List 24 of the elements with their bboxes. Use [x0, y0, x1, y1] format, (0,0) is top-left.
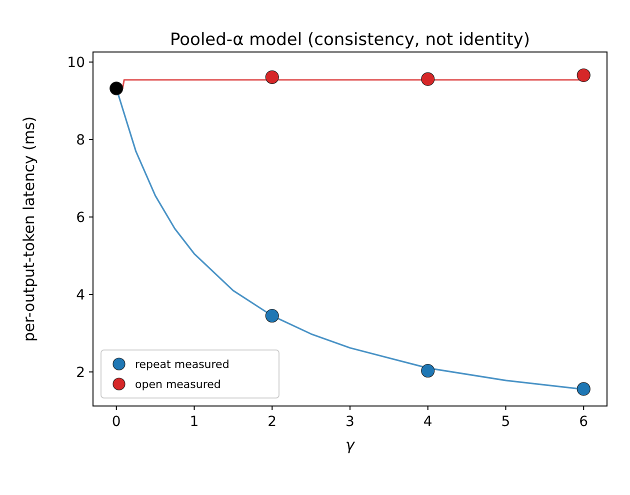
y-tick-label: 2	[76, 364, 85, 381]
x-tick-label: 6	[579, 414, 588, 430]
x-tick-label: 1	[190, 414, 199, 430]
x-tick-label: 3	[346, 414, 354, 430]
x-tick-label: 2	[268, 414, 277, 430]
x-tick-label: 0	[112, 414, 121, 430]
legend-label: open measured	[135, 378, 221, 391]
y-tick-label: 10	[67, 55, 85, 72]
x-axis-title: γ	[346, 436, 356, 454]
x-tick-label: 4	[423, 414, 432, 430]
point	[265, 70, 279, 84]
point	[576, 382, 590, 396]
y-tick-label: 4	[76, 287, 86, 304]
x-tick-label: 5	[501, 414, 510, 430]
y-tick-label: 8	[76, 132, 85, 149]
point	[576, 68, 590, 82]
chart-title: Pooled-α model (consistency, not identity)	[170, 30, 530, 50]
point	[110, 82, 124, 96]
point	[421, 364, 435, 378]
point	[421, 72, 435, 86]
legend-label: repeat measured	[135, 358, 230, 371]
point	[265, 308, 279, 323]
y-tick-label: 6	[76, 210, 86, 226]
y-axis-title: per-output-token latency (ms)	[20, 116, 38, 342]
